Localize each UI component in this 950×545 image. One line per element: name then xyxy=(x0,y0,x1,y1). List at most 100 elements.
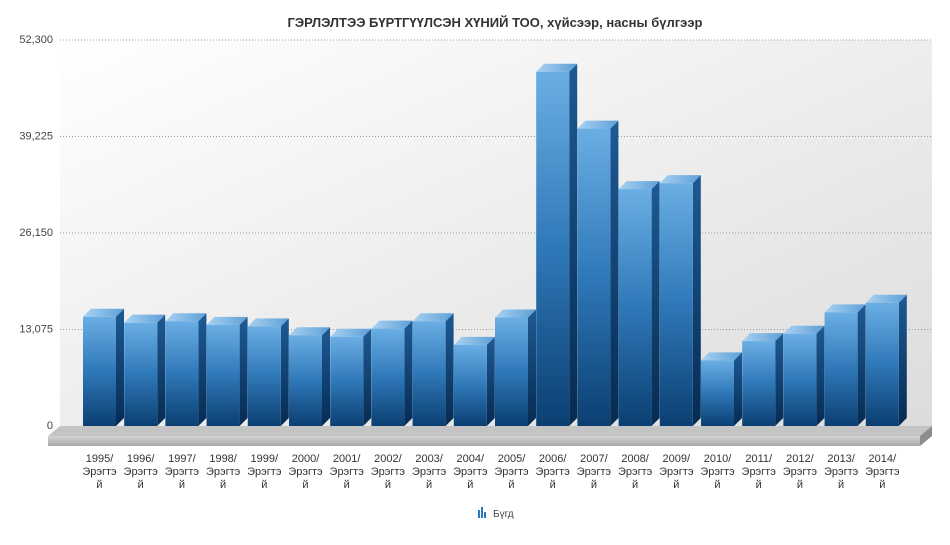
bar-side xyxy=(116,308,124,426)
legend[interactable]: Бүгд xyxy=(478,507,514,520)
bar-side xyxy=(816,325,825,426)
x-tick-label: 2000/Эрэгтэ й xyxy=(288,453,323,491)
bar-top xyxy=(865,294,907,303)
bar-front xyxy=(865,302,899,426)
x-tick-label: 2012/Эрэгтэ й xyxy=(783,453,818,491)
bar-side xyxy=(445,313,454,426)
x-tick-label: 1999/Эрэгтэ й xyxy=(247,453,282,491)
bar[interactable] xyxy=(412,313,454,426)
y-tick-label: 13,075 xyxy=(19,324,53,336)
bar[interactable] xyxy=(824,304,866,426)
x-tick-label: 2010/Эрэгтэ й xyxy=(700,453,735,491)
x-tick-label: 2011/Эрэгтэ й xyxy=(742,453,777,491)
bar-front xyxy=(577,128,611,426)
bar-front xyxy=(124,322,158,426)
bar[interactable] xyxy=(165,313,207,426)
chart-floor-side xyxy=(920,426,932,446)
bar[interactable] xyxy=(659,175,701,426)
bar[interactable] xyxy=(701,352,742,426)
bar-top xyxy=(247,318,289,327)
x-tick-label: 2013/Эрэгтэ й xyxy=(824,453,859,491)
bar-top xyxy=(701,352,742,361)
bar-top xyxy=(742,333,784,342)
bar[interactable] xyxy=(536,63,578,426)
bar[interactable] xyxy=(83,308,124,426)
x-tick-label: 2007/Эрэгтэ й xyxy=(577,453,612,491)
bar[interactable] xyxy=(330,328,372,426)
bar-side xyxy=(239,316,248,426)
y-tick-label: 39,225 xyxy=(19,131,53,143)
bar[interactable] xyxy=(783,325,825,426)
x-tick-label: 1997/Эрэгтэ й xyxy=(165,453,200,491)
bar-front xyxy=(371,328,405,426)
bar-front xyxy=(453,344,487,426)
y-axis-tick-labels: 0 13,075 26,150 39,225 52,300 xyxy=(19,34,53,432)
bar-top xyxy=(412,313,454,322)
bar-top xyxy=(330,328,372,337)
bar-top xyxy=(206,316,248,325)
bar-front xyxy=(247,326,281,426)
bar-top xyxy=(495,309,536,318)
gridlines xyxy=(60,39,932,330)
bar[interactable] xyxy=(742,333,784,426)
bar[interactable] xyxy=(124,314,166,426)
bar-top xyxy=(536,63,578,72)
bar-front xyxy=(83,316,116,426)
x-tick-label: 1995/Эрэгтэ й xyxy=(82,453,117,491)
bar-front xyxy=(289,335,322,426)
x-tick-label: 1996/Эрэгтэ й xyxy=(124,453,159,491)
bar-front xyxy=(618,189,652,426)
bar-top xyxy=(371,320,413,329)
bar-front xyxy=(783,333,817,426)
bar-top xyxy=(83,308,124,317)
bar-side xyxy=(775,333,784,426)
bar[interactable] xyxy=(453,336,495,426)
x-tick-label: 2006/Эрэгтэ й xyxy=(536,453,571,491)
bar[interactable] xyxy=(577,120,619,426)
bar-front xyxy=(165,321,199,426)
bar-front xyxy=(330,336,364,426)
bar-front xyxy=(659,183,693,426)
bar-side xyxy=(857,304,866,426)
bar[interactable] xyxy=(206,316,248,426)
chart-floor-front xyxy=(48,436,920,446)
bar-top xyxy=(618,181,660,190)
bar-side xyxy=(734,352,742,426)
bar-side xyxy=(610,120,619,426)
x-tick-label: 2005/Эрэгтэ й xyxy=(494,453,529,491)
bar[interactable] xyxy=(371,320,413,426)
bar-side xyxy=(528,309,536,426)
bar-chart-icon xyxy=(478,507,486,518)
bar-side xyxy=(651,181,660,426)
bar-side xyxy=(486,336,495,426)
x-tick-label: 2014/Эрэгтэ й xyxy=(865,453,900,491)
bar[interactable] xyxy=(247,318,289,426)
bars xyxy=(83,63,907,426)
bar[interactable] xyxy=(495,309,536,426)
y-tick-label: 52,300 xyxy=(19,34,53,46)
bar-side xyxy=(898,294,907,426)
x-tick-label: 2008/Эрэгтэ й xyxy=(618,453,653,491)
bar-side xyxy=(322,327,330,426)
bar-top xyxy=(659,175,701,184)
bar[interactable] xyxy=(865,294,907,426)
x-tick-label: 2009/Эрэгтэ й xyxy=(659,453,694,491)
bar-front xyxy=(742,341,776,426)
bar-side xyxy=(363,328,372,426)
bar-front xyxy=(824,312,858,426)
bar-top xyxy=(824,304,866,313)
bar-side xyxy=(198,313,207,426)
chart-floor-top xyxy=(48,426,932,436)
bar-front xyxy=(412,321,446,426)
bar-front xyxy=(495,317,528,426)
bar[interactable] xyxy=(618,181,660,426)
bar[interactable] xyxy=(289,327,330,426)
bar-side xyxy=(692,175,701,426)
bar-front xyxy=(536,71,570,426)
legend-label: Бүгд xyxy=(493,509,514,520)
bar-front xyxy=(701,360,734,426)
x-tick-label: 2004/Эрэгтэ й xyxy=(453,453,488,491)
